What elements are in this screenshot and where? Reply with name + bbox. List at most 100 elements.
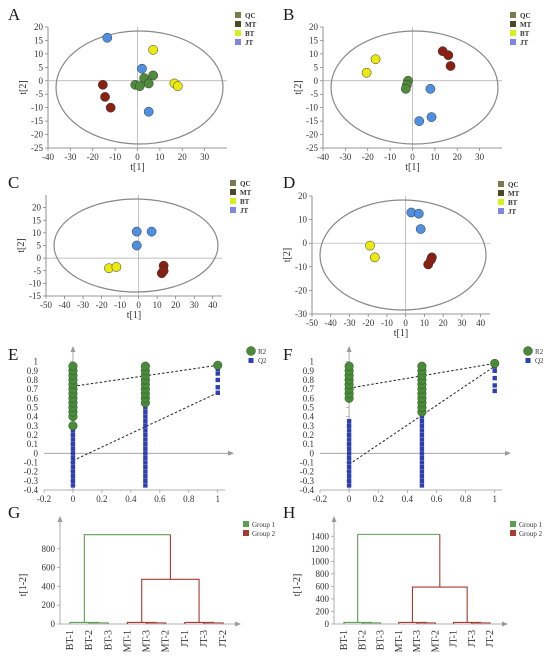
y-tick-label: 0.6: [303, 393, 315, 403]
data-point-q2: [419, 437, 425, 442]
data-point-q2: [215, 390, 220, 395]
data-point-r2: [68, 421, 78, 431]
y-tick-label: 0: [310, 448, 315, 458]
data-point-q2: [346, 441, 352, 447]
legend-swatch-group2: [243, 530, 249, 536]
y-tick-label: 200: [316, 606, 330, 616]
data-point-r2: [417, 361, 427, 371]
panel-letter: C: [8, 173, 19, 192]
legend-label-group2: Group 2: [519, 530, 543, 538]
data-point-q2: [70, 451, 76, 456]
data-point-jt: [414, 116, 425, 126]
y-tick-label: 0.3: [27, 421, 39, 431]
x-tick-label: 10: [155, 152, 165, 162]
x-tick-label: -30: [343, 318, 355, 328]
data-point-q2: [143, 405, 148, 410]
panel-g: G 0 200 400 600 800 t[1-2] BT-1 BT-2 BT-3 MT-1 MT-3…: [8, 503, 276, 652]
panel-f: F-0.2 0 0.2 0.4 0.6 0.8 1-0.4-0.3-0.2-0.100.10…: [283, 345, 544, 504]
y-tick-label: -0.4: [300, 485, 315, 495]
data-point-r2: [140, 361, 150, 371]
data-point-jt: [146, 226, 157, 237]
data-point-r2: [213, 360, 223, 370]
x-tick-label: 20: [171, 300, 181, 310]
data-point-q2: [346, 446, 352, 451]
data-point-q2: [492, 388, 497, 394]
x-tick-label: 0: [136, 300, 141, 310]
y-tick-label: 0.8: [27, 375, 39, 385]
y-tick-label: 20: [298, 191, 308, 201]
x-tick-label: -10: [114, 300, 126, 310]
x-tick-label: -20: [96, 300, 108, 310]
data-point-jt: [426, 112, 437, 122]
y-tick-label: -0.1: [300, 457, 314, 467]
x-tick-label: 10: [430, 152, 440, 162]
y-tick-label: 1: [310, 357, 315, 367]
leaf-label: JT-2: [218, 630, 229, 647]
panel-e: E-0.2 0 0.2 0.4 0.6 0.8 1-0.4-0.3-0.2-0.100.10…: [8, 345, 267, 504]
data-point-jt: [102, 32, 113, 43]
panel-b: B -40 -30 -20 -10 0 10 20 30 -25 -20 -15 -10 -5 0 5 10 15…: [283, 5, 532, 173]
x-tick-label: -20: [362, 152, 374, 162]
x-axis-label: t[1]: [405, 162, 419, 173]
leaf-label: JT-1: [449, 630, 460, 647]
data-point-q2: [346, 419, 352, 424]
dendro-y-arrow: [57, 516, 63, 522]
y-axis-label: t[2]: [293, 80, 304, 94]
data-point-q2: [70, 437, 76, 442]
data-point-mt: [105, 102, 116, 113]
leaf-label: MT-3: [412, 630, 423, 652]
x-tick-label: 1: [216, 494, 221, 504]
y-tick-label: 0.9: [303, 366, 315, 376]
x-tick-label: -50: [306, 318, 318, 328]
data-point-q2: [346, 469, 352, 474]
data-point-r2: [344, 361, 354, 371]
y-tick-label: 1200: [311, 544, 330, 554]
legend-label-qc: QC: [508, 181, 519, 189]
legend-label-qc: QC: [240, 180, 251, 188]
x-tick-label: 0.4: [402, 494, 414, 504]
data-point-q2: [143, 474, 148, 479]
panel-c: C-50 -40 -30 -20 -10 0 10 20 30 40-15-10-50510152…: [8, 173, 252, 321]
dendrogram-link: [83, 534, 171, 623]
leaf-label: BT-1: [339, 630, 350, 650]
y-tick-label: -30: [295, 309, 307, 319]
data-point-q2: [419, 419, 425, 424]
x-tick-label: -30: [64, 152, 76, 162]
perm-y-arrow: [70, 346, 76, 352]
x-tick-label: -30: [77, 300, 89, 310]
hotelling-ellipse: [330, 30, 499, 145]
x-tick-label: 10: [153, 300, 163, 310]
y-tick-label: -10: [295, 262, 307, 272]
data-point-q2: [419, 483, 425, 488]
data-point-q2: [346, 423, 352, 428]
data-point-q2: [419, 414, 425, 419]
leaf-label: BT-3: [103, 630, 114, 650]
y-tick-label: 0: [325, 619, 330, 629]
legend-label-qc: QC: [245, 12, 256, 20]
x-tick-label: -0.2: [37, 494, 51, 504]
panel-letter: G: [8, 503, 20, 522]
y-tick-label: -20: [31, 130, 43, 140]
data-point-q2: [70, 483, 76, 488]
data-point-q2: [346, 478, 352, 484]
leaf-label: BT-2: [357, 630, 368, 650]
legend-swatch-qc: [498, 181, 504, 187]
y-tick-label: 400: [316, 594, 330, 604]
y-tick-label: -25: [31, 143, 43, 153]
y-tick-label: 0.7: [303, 384, 315, 394]
data-point-q2: [419, 455, 425, 461]
y-tick-label: 0.3: [303, 421, 315, 431]
y-tick-label: -15: [31, 116, 43, 126]
data-point-q2: [143, 469, 148, 474]
data-point-q2: [419, 451, 425, 456]
data-point-jt: [415, 224, 426, 234]
y-tick-label: -10: [29, 278, 41, 288]
data-point-q2: [143, 441, 148, 447]
legend-label-bt: BT: [245, 30, 255, 38]
data-point-q2: [143, 428, 148, 433]
data-point-q2: [70, 441, 76, 447]
y-tick-label: 0.1: [27, 439, 38, 449]
y-tick-label: 0: [314, 76, 319, 86]
legend-swatch-q2: [248, 358, 254, 363]
hotelling-ellipse: [53, 198, 219, 293]
